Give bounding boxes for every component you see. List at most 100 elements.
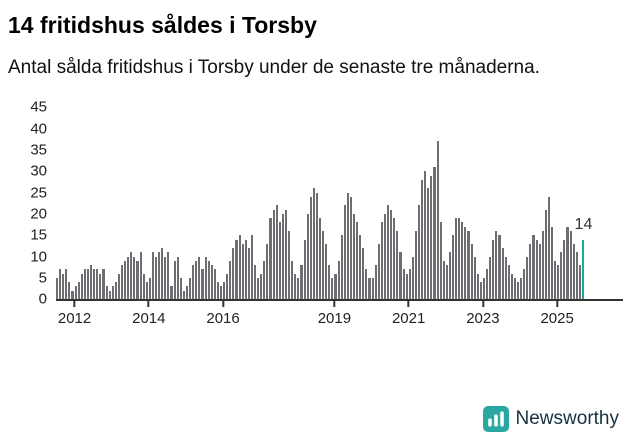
bar (387, 205, 390, 300)
bar (343, 205, 346, 300)
tick-mark (407, 301, 410, 308)
bar (529, 243, 532, 300)
bar (479, 282, 482, 300)
bar (59, 269, 62, 300)
bar (315, 192, 318, 300)
bar (353, 213, 356, 300)
bar (281, 213, 284, 300)
y-axis: 0 5 10 15 20 25 30 35 40 45 (8, 99, 56, 308)
bar (390, 209, 393, 300)
bar (56, 277, 59, 300)
y-tick-label: 10 (30, 248, 47, 266)
bar (507, 265, 510, 300)
bar (356, 222, 359, 300)
bar (383, 213, 387, 300)
bar (244, 239, 247, 300)
bar (501, 248, 504, 300)
bar (179, 277, 182, 300)
bar (86, 269, 90, 300)
bar (207, 260, 210, 300)
bar (117, 273, 120, 300)
bar (359, 235, 362, 300)
x-tick: 2012 (58, 301, 91, 327)
bar (297, 277, 300, 300)
bar (486, 269, 489, 300)
bar (318, 218, 322, 300)
bar (306, 213, 309, 300)
bar (210, 265, 213, 300)
bar (99, 273, 102, 300)
bar (445, 265, 448, 300)
bar (198, 256, 201, 300)
bar (105, 286, 108, 300)
bar (547, 196, 550, 300)
bar (291, 260, 294, 300)
bar (90, 265, 93, 300)
bar (136, 260, 139, 300)
bar (396, 230, 399, 300)
bar (337, 260, 340, 300)
bar (93, 269, 96, 300)
bar (145, 282, 148, 300)
bar (535, 239, 538, 300)
bar (111, 286, 114, 300)
bar (151, 252, 154, 300)
bar (182, 290, 185, 300)
bar (526, 256, 529, 300)
bar (436, 141, 439, 300)
bar (219, 286, 223, 300)
x-axis: 2012 2014 2016 2019 2021 2023 2025 (56, 301, 585, 333)
bar (569, 230, 572, 300)
bar (68, 282, 71, 300)
tick-mark (222, 301, 225, 308)
bar (520, 277, 523, 300)
bar (393, 218, 396, 300)
bar (473, 256, 476, 300)
bar (83, 269, 86, 300)
bar (380, 222, 383, 300)
bar (328, 265, 331, 300)
bar (102, 269, 105, 300)
bar (272, 209, 275, 300)
bar (238, 235, 241, 300)
bar (139, 252, 142, 300)
bar (189, 277, 192, 300)
x-tick: 2016 (206, 301, 240, 328)
x-tick-label: 2016 (206, 310, 240, 328)
bar (467, 230, 470, 300)
bar (275, 205, 278, 300)
bar (74, 286, 77, 300)
tick-mark (481, 301, 484, 308)
bar (510, 273, 513, 300)
bar (566, 226, 569, 300)
bar (216, 282, 219, 300)
bar (257, 277, 260, 300)
bar (173, 260, 176, 300)
bar (331, 277, 334, 300)
newsworthy-logo-icon (482, 406, 509, 432)
x-tick: 2014 (132, 301, 165, 327)
bar (414, 230, 417, 300)
bar (532, 235, 535, 300)
bar (541, 230, 544, 300)
bar (523, 269, 526, 300)
bar (495, 230, 498, 300)
bar (235, 239, 238, 300)
bar (433, 166, 436, 300)
bar (557, 265, 560, 300)
bar (284, 209, 288, 300)
bar (303, 239, 306, 300)
y-tick-label: 5 (38, 269, 47, 287)
bar (346, 192, 349, 300)
y-tick-label: 45 (30, 98, 47, 116)
bar (204, 256, 207, 300)
bar (155, 256, 158, 300)
bar (371, 277, 374, 300)
bar (77, 282, 80, 300)
tick-mark (73, 301, 76, 308)
bar (504, 256, 507, 300)
y-tick-label: 0 (38, 290, 47, 308)
x-tick-label: 2014 (132, 310, 166, 328)
bar (405, 273, 408, 300)
